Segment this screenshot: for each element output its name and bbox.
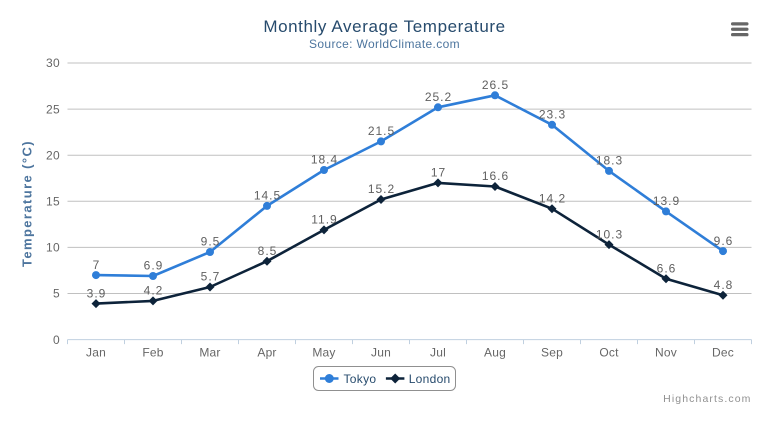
svg-text:4.8: 4.8 (714, 278, 734, 292)
svg-text:9.6: 9.6 (714, 234, 734, 248)
svg-text:Nov: Nov (655, 346, 677, 360)
svg-text:Mar: Mar (199, 346, 220, 360)
svg-text:Feb: Feb (142, 346, 163, 360)
svg-text:30: 30 (46, 56, 60, 70)
svg-text:Jul: Jul (430, 346, 446, 360)
svg-text:23.3: 23.3 (539, 108, 566, 122)
svg-text:Dec: Dec (712, 346, 734, 360)
svg-text:Jan: Jan (86, 346, 106, 360)
svg-text:10: 10 (46, 241, 60, 255)
svg-text:17: 17 (431, 166, 446, 180)
svg-text:Aug: Aug (484, 346, 506, 360)
svg-text:0: 0 (53, 333, 60, 347)
svg-text:25.2: 25.2 (425, 90, 452, 104)
svg-text:London: London (409, 372, 451, 386)
svg-text:16.6: 16.6 (482, 169, 509, 183)
svg-text:4.2: 4.2 (144, 284, 164, 298)
svg-text:Oct: Oct (599, 346, 619, 360)
svg-text:9.5: 9.5 (201, 235, 221, 249)
svg-text:3.9: 3.9 (87, 286, 107, 300)
svg-text:Jun: Jun (371, 346, 391, 360)
svg-text:13.9: 13.9 (653, 194, 680, 208)
svg-text:Source: WorldClimate.com: Source: WorldClimate.com (309, 37, 460, 51)
svg-text:26.5: 26.5 (482, 78, 509, 92)
svg-text:5: 5 (53, 287, 60, 301)
svg-text:7: 7 (93, 258, 101, 272)
svg-text:Tokyo: Tokyo (344, 372, 377, 386)
svg-text:6.9: 6.9 (144, 259, 164, 273)
svg-text:5.7: 5.7 (201, 270, 221, 284)
svg-text:18.4: 18.4 (311, 153, 338, 167)
svg-text:11.9: 11.9 (311, 213, 337, 227)
svg-text:21.5: 21.5 (368, 124, 395, 138)
svg-text:Monthly Average Temperature: Monthly Average Temperature (263, 17, 505, 36)
svg-text:Sep: Sep (541, 346, 563, 360)
svg-text:6.6: 6.6 (657, 261, 677, 275)
svg-text:14.2: 14.2 (539, 191, 566, 205)
svg-text:25: 25 (46, 102, 60, 116)
svg-text:May: May (312, 346, 335, 360)
svg-text:Highcharts.com: Highcharts.com (663, 393, 751, 405)
svg-text:15: 15 (46, 195, 60, 209)
svg-text:Apr: Apr (257, 346, 276, 360)
svg-text:8.5: 8.5 (258, 244, 278, 258)
svg-text:20: 20 (46, 148, 60, 162)
svg-text:14.5: 14.5 (254, 189, 281, 203)
svg-text:Temperature (°C): Temperature (°C) (20, 140, 35, 267)
svg-text:10.3: 10.3 (596, 227, 623, 241)
svg-text:18.3: 18.3 (596, 154, 623, 168)
svg-text:15.2: 15.2 (368, 182, 395, 196)
